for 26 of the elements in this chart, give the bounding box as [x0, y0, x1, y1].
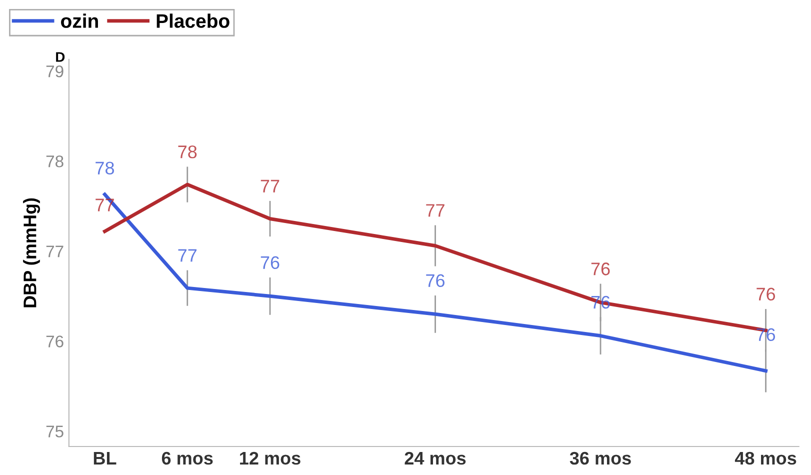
data-label: 76 — [426, 274, 445, 288]
legend-label: ozin — [61, 14, 98, 28]
data-label: 78 — [178, 146, 197, 158]
data-label: 77 — [96, 198, 114, 212]
text: D — [56, 52, 65, 62]
x-tick-label: 6 mos — [162, 452, 213, 465]
data-label: 78 — [96, 162, 114, 174]
x-tick-label: 48 mos — [734, 452, 796, 465]
x-tick-label: 12 mos — [240, 452, 300, 465]
y-tick-label: 79 — [46, 65, 64, 78]
data-label: 76 — [591, 296, 610, 309]
y-tick-label: 76 — [46, 336, 64, 348]
y-tick-label: 77 — [46, 246, 64, 258]
data-label: 76 — [756, 288, 776, 301]
x-tick-label: 36 mos — [570, 452, 631, 465]
y-axis-title: DBP (mmHg) — [23, 198, 40, 308]
data-label: 77 — [178, 249, 197, 262]
data-label: 76 — [260, 256, 280, 270]
x-tick-label: 24 mos — [404, 452, 466, 465]
data-label: 76 — [591, 262, 610, 276]
data-label: 77 — [260, 180, 280, 192]
data-label: 77 — [426, 204, 444, 217]
legend-label: Placebo — [156, 14, 230, 28]
y-tick-label: 78 — [46, 156, 64, 168]
x-tick-label: BL — [94, 452, 116, 464]
y-tick-label: 75 — [46, 426, 64, 438]
